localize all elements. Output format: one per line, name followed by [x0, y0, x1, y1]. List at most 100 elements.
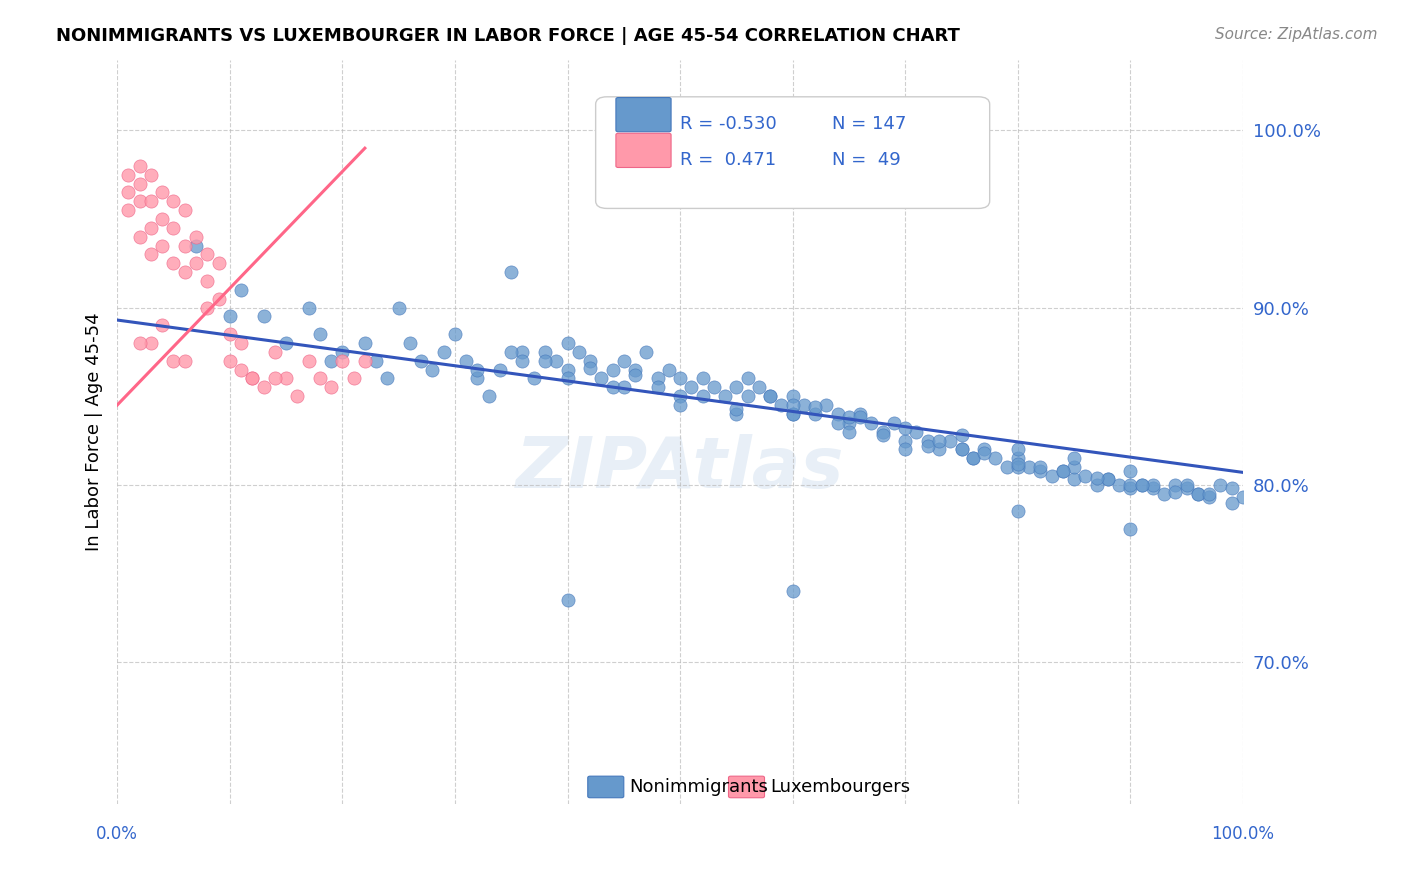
Point — [1164, 484, 1187, 499]
Point — [579, 360, 602, 375]
Point — [894, 442, 917, 457]
FancyBboxPatch shape — [596, 97, 990, 209]
Point — [274, 336, 297, 351]
Point — [218, 310, 240, 324]
Point — [117, 168, 139, 182]
Point — [128, 159, 150, 173]
Point — [950, 428, 973, 442]
Point — [827, 407, 849, 421]
Point — [162, 221, 184, 235]
Point — [1074, 469, 1097, 483]
Point — [939, 434, 962, 448]
Point — [184, 229, 207, 244]
Point — [1063, 473, 1085, 487]
Point — [1085, 477, 1108, 491]
Point — [973, 442, 995, 457]
Point — [579, 353, 602, 368]
Point — [1052, 464, 1074, 478]
Point — [354, 336, 377, 351]
Point — [1198, 486, 1220, 500]
FancyBboxPatch shape — [616, 97, 671, 132]
Point — [692, 389, 714, 403]
Point — [229, 362, 252, 376]
Point — [128, 229, 150, 244]
Point — [827, 416, 849, 430]
Point — [849, 410, 872, 425]
Point — [759, 389, 782, 403]
Point — [297, 353, 319, 368]
Point — [139, 247, 162, 261]
Point — [534, 345, 557, 359]
Point — [1007, 504, 1029, 518]
Point — [501, 345, 523, 359]
Point — [737, 371, 759, 385]
Point — [117, 203, 139, 218]
Point — [162, 194, 184, 209]
Point — [737, 389, 759, 403]
Point — [557, 371, 579, 385]
Point — [512, 345, 534, 359]
FancyBboxPatch shape — [588, 776, 624, 797]
Point — [184, 238, 207, 252]
Point — [557, 336, 579, 351]
Point — [624, 362, 647, 376]
Point — [330, 345, 353, 359]
Point — [591, 371, 613, 385]
Point — [366, 353, 388, 368]
Point — [872, 425, 894, 439]
Point — [139, 336, 162, 351]
Point — [1007, 451, 1029, 466]
Point — [173, 238, 195, 252]
Point — [647, 380, 669, 394]
Point — [388, 301, 411, 315]
Point — [1142, 481, 1164, 495]
Text: NONIMMIGRANTS VS LUXEMBOURGER IN LABOR FORCE | AGE 45-54 CORRELATION CHART: NONIMMIGRANTS VS LUXEMBOURGER IN LABOR F… — [56, 27, 960, 45]
Point — [218, 327, 240, 342]
Point — [162, 353, 184, 368]
Point — [433, 345, 456, 359]
Point — [973, 446, 995, 460]
Point — [568, 345, 591, 359]
Point — [128, 336, 150, 351]
FancyBboxPatch shape — [616, 133, 671, 168]
Point — [815, 398, 838, 412]
Point — [1119, 481, 1142, 495]
Point — [117, 186, 139, 200]
Point — [207, 292, 229, 306]
Point — [534, 353, 557, 368]
Point — [1097, 473, 1119, 487]
Point — [1119, 477, 1142, 491]
Point — [1029, 464, 1052, 478]
Point — [1142, 477, 1164, 491]
Point — [804, 400, 827, 414]
Text: Source: ZipAtlas.com: Source: ZipAtlas.com — [1215, 27, 1378, 42]
Point — [512, 353, 534, 368]
Point — [1164, 477, 1187, 491]
Point — [478, 389, 501, 403]
Point — [1119, 522, 1142, 536]
Point — [1187, 486, 1209, 500]
Point — [1130, 477, 1153, 491]
Point — [456, 353, 478, 368]
Text: R = -0.530: R = -0.530 — [681, 115, 778, 133]
Point — [917, 439, 939, 453]
Point — [1198, 490, 1220, 504]
Point — [748, 380, 770, 394]
Point — [838, 410, 860, 425]
FancyBboxPatch shape — [728, 776, 765, 797]
Point — [894, 421, 917, 435]
Point — [263, 345, 285, 359]
Point — [1220, 481, 1243, 495]
Point — [613, 380, 636, 394]
Point — [782, 389, 804, 403]
Point — [1029, 460, 1052, 475]
Point — [782, 407, 804, 421]
Point — [624, 368, 647, 382]
Point — [1175, 481, 1198, 495]
Point — [658, 362, 681, 376]
Point — [703, 380, 725, 394]
Point — [139, 221, 162, 235]
Point — [905, 425, 928, 439]
Point — [342, 371, 364, 385]
Point — [872, 428, 894, 442]
